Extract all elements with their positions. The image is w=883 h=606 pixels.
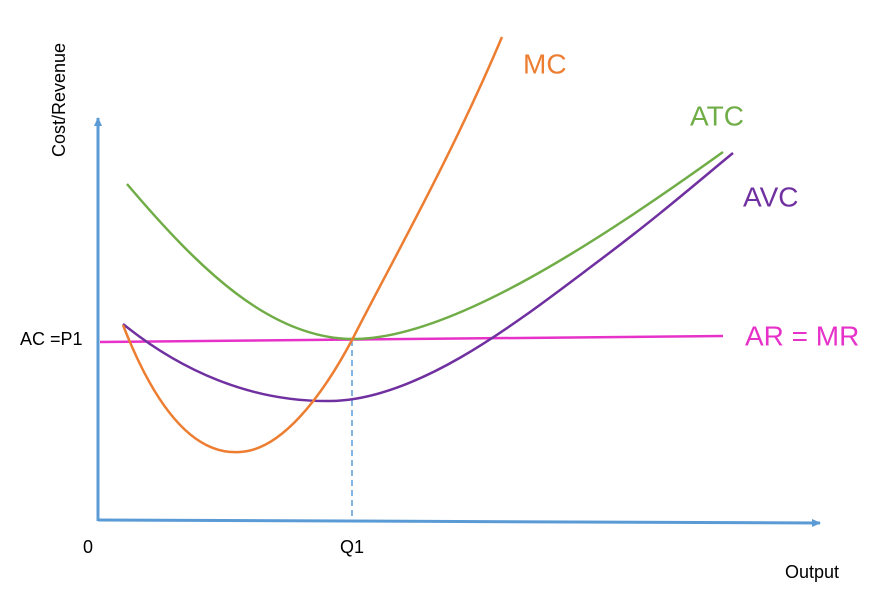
y-axis-label: Cost/Revenue bbox=[49, 43, 69, 157]
x-axis-label: Output bbox=[785, 562, 839, 582]
atc-curve bbox=[126, 150, 724, 341]
mc-label: MC bbox=[523, 48, 567, 79]
origin-label: 0 bbox=[83, 537, 93, 557]
ar-mr-line bbox=[99, 334, 724, 344]
y-tick-label: AC =P1 bbox=[20, 329, 83, 349]
avc-curve bbox=[122, 152, 734, 403]
x-axis bbox=[97, 518, 821, 527]
mc-curve bbox=[121, 36, 504, 454]
avc-label: AVC bbox=[743, 181, 799, 212]
ar-mr-label: AR = MR bbox=[745, 320, 859, 351]
x-tick-label: Q1 bbox=[340, 537, 364, 557]
atc-label: ATC bbox=[690, 100, 744, 131]
